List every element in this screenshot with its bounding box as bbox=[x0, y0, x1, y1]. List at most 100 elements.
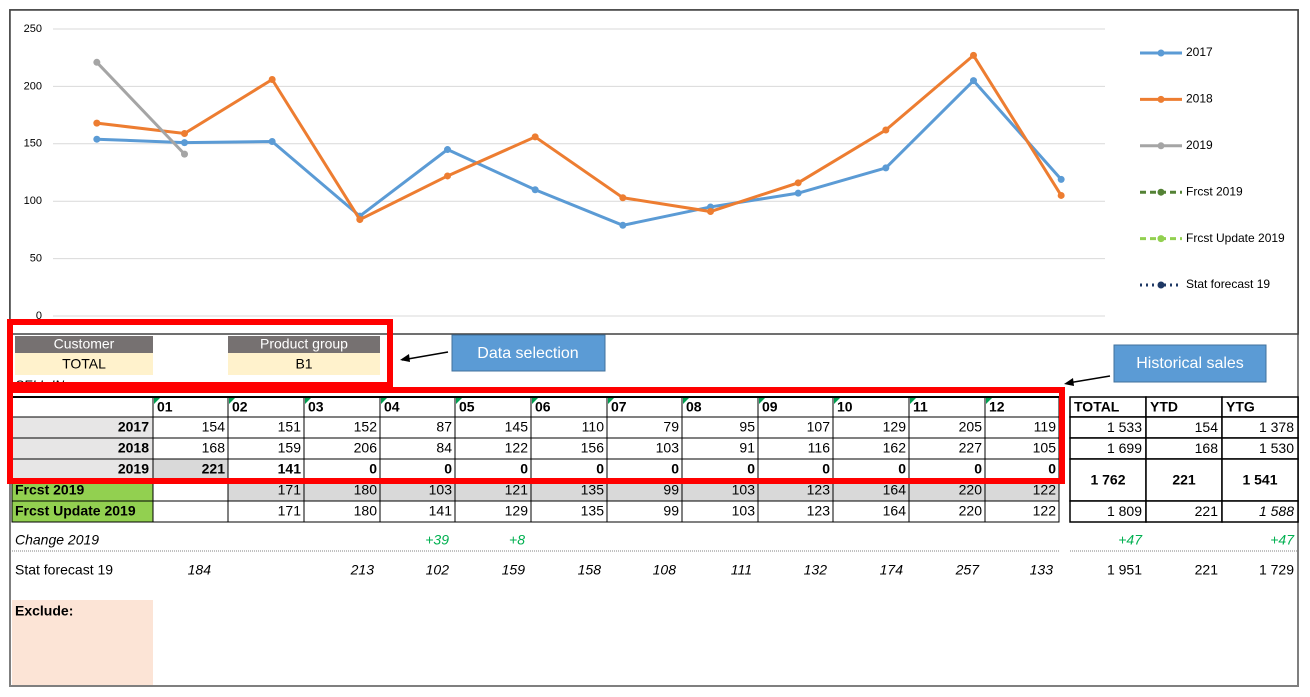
data-point bbox=[882, 164, 890, 172]
cell-value: 206 bbox=[354, 440, 378, 456]
cell-flag bbox=[683, 398, 689, 404]
data-point bbox=[268, 76, 276, 84]
cell-value: 227 bbox=[959, 440, 983, 456]
cell-flag bbox=[608, 398, 614, 404]
totals-cell bbox=[1069, 458, 1147, 502]
header-text: 02 bbox=[232, 399, 248, 415]
cell-value: 0 bbox=[520, 461, 528, 477]
cell-value: 103 bbox=[732, 503, 756, 519]
cell-value: 164 bbox=[883, 503, 907, 519]
cell-value: 119 bbox=[1034, 419, 1057, 435]
row-label: 2017 bbox=[118, 419, 149, 435]
customer-cell bbox=[15, 353, 153, 375]
legend-label: Frcst 2019 bbox=[1186, 184, 1243, 198]
legend-label: 2017 bbox=[1186, 45, 1213, 59]
stat-value: 257 bbox=[955, 562, 981, 578]
exclude-label: Exclude: bbox=[15, 603, 73, 619]
cell-value: 135 bbox=[581, 503, 605, 519]
y-tick-label: 150 bbox=[24, 138, 42, 150]
legend-marker bbox=[1157, 281, 1165, 289]
cell-value: 91 bbox=[739, 440, 755, 456]
callout-text: Data selection bbox=[477, 345, 578, 362]
cell-value: 122 bbox=[1033, 482, 1057, 498]
cell-value: 79 bbox=[663, 419, 679, 435]
row-label: 2019 bbox=[118, 461, 149, 477]
totals-value: 1 533 bbox=[1107, 419, 1142, 435]
cell-value: 220 bbox=[959, 503, 983, 519]
data-point bbox=[93, 58, 101, 66]
cell-value: 0 bbox=[974, 461, 982, 477]
cell-value: 220 bbox=[959, 482, 983, 498]
cell-value: 105 bbox=[1033, 440, 1057, 456]
cell-value: 103 bbox=[732, 482, 756, 498]
y-tick-label: 250 bbox=[24, 23, 42, 35]
cell-value: 103 bbox=[656, 440, 680, 456]
stat-value: 174 bbox=[880, 562, 904, 578]
data-point bbox=[882, 126, 890, 134]
cell-value: 162 bbox=[883, 440, 907, 456]
cell-value: 116 bbox=[808, 440, 831, 456]
product-label: Product group bbox=[260, 336, 348, 352]
totals-value: 221 bbox=[1172, 472, 1196, 488]
data-point bbox=[970, 77, 977, 85]
totals-value: 221 bbox=[1195, 503, 1219, 519]
stat-label: Stat forecast 19 bbox=[15, 562, 113, 578]
totals-value: 1 588 bbox=[1259, 503, 1294, 519]
data-point bbox=[531, 133, 539, 141]
legend-marker bbox=[1157, 235, 1165, 243]
cell-value: 129 bbox=[505, 503, 529, 519]
cell-value: 156 bbox=[581, 440, 605, 456]
cell-value: 95 bbox=[739, 419, 755, 435]
totals-header-text: YTD bbox=[1150, 399, 1178, 415]
totals-value: 154 bbox=[1195, 419, 1219, 435]
legend-label: 2019 bbox=[1186, 138, 1213, 152]
highlight-box bbox=[7, 319, 393, 388]
totals-value: 1 699 bbox=[1107, 440, 1142, 456]
callout-box bbox=[451, 334, 606, 372]
data-point bbox=[794, 179, 802, 187]
data-point bbox=[444, 172, 451, 180]
header-text: 07 bbox=[611, 399, 627, 415]
stat-value: 158 bbox=[578, 562, 602, 578]
totals-value: 1 530 bbox=[1259, 440, 1294, 456]
data-point bbox=[356, 216, 364, 224]
y-tick-label: 100 bbox=[24, 195, 42, 207]
product-header bbox=[228, 336, 380, 353]
cell-value: 99 bbox=[663, 482, 679, 498]
data-point bbox=[619, 194, 627, 202]
cell-value: 0 bbox=[822, 461, 830, 477]
stat-value: 111 bbox=[731, 562, 752, 578]
cell-value: 107 bbox=[807, 419, 831, 435]
stat-total: 221 bbox=[1195, 562, 1219, 578]
cell-value: 122 bbox=[505, 440, 529, 456]
data-point bbox=[181, 150, 188, 158]
cell-value: 205 bbox=[959, 419, 983, 435]
totals-cell bbox=[1145, 458, 1223, 502]
totals-value: 1 541 bbox=[1242, 472, 1277, 488]
highlight-box bbox=[7, 387, 1065, 484]
cell-flag bbox=[759, 398, 765, 404]
cell-value: 171 bbox=[278, 503, 302, 519]
header-text: 01 bbox=[157, 399, 173, 415]
totals-value: 1 809 bbox=[1107, 503, 1142, 519]
cell-value: 0 bbox=[596, 461, 604, 477]
stat-value: 132 bbox=[804, 562, 828, 578]
data-point bbox=[93, 135, 101, 143]
customer-value: TOTAL bbox=[62, 356, 106, 372]
legend-label: Stat forecast 19 bbox=[1186, 277, 1270, 291]
header-text: 04 bbox=[384, 399, 400, 415]
cell-flag bbox=[910, 398, 916, 404]
cell-value: 99 bbox=[663, 503, 679, 519]
cell-value: 87 bbox=[436, 419, 452, 435]
cell-value: 110 bbox=[582, 419, 605, 435]
change-value: +8 bbox=[509, 532, 525, 548]
data-point bbox=[1057, 191, 1065, 199]
cell-value: 84 bbox=[436, 440, 452, 456]
legend-label: Frcst Update 2019 bbox=[1186, 231, 1285, 245]
cell-value: 141 bbox=[278, 461, 302, 477]
totals-value: 168 bbox=[1195, 440, 1219, 456]
data-point bbox=[1057, 175, 1065, 183]
series-line bbox=[96, 53, 1063, 222]
cell-flag bbox=[456, 398, 462, 404]
cell-flag bbox=[229, 398, 235, 404]
